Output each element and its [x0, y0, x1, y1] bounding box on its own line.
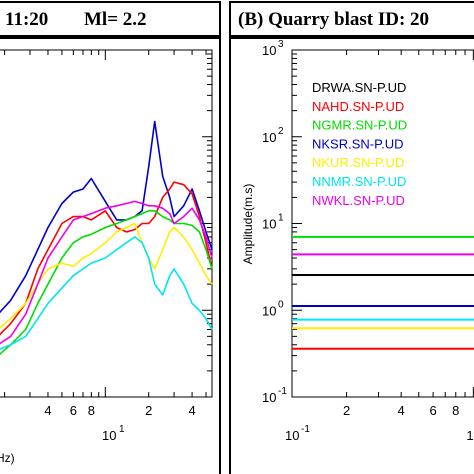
legend: DRWA.SN-P.UD NAHD.SN-P.UD NGMR.SN-P.UD NKSR… — [312, 80, 407, 208]
right-y-major-label-base: 10 — [262, 130, 276, 145]
right-y-major-label-exp: 0 — [278, 299, 284, 310]
right-series-group — [292, 235, 474, 350]
right-y-major-label-base: 10 — [262, 303, 276, 318]
left-x-tick-label: 4 — [44, 403, 51, 418]
legend-entry: NWKL.SN-P.UD — [312, 193, 405, 208]
left-series-line-3 — [0, 222, 213, 329]
left-series-group — [0, 120, 213, 355]
left-x-tick-label: 4 — [188, 403, 195, 418]
left-header-magnitude: Ml= 2.2 — [84, 9, 147, 30]
legend-entry: NKSR.SN-P.UD — [312, 136, 404, 151]
right-x-tick-label: 2 — [343, 403, 350, 418]
right-ticks — [292, 50, 474, 398]
right-y-axis-label: Amplitude(m.s) — [241, 184, 255, 265]
left-panel-frame — [0, 37, 221, 474]
legend-entry: NNMR.SN-P.UD — [312, 174, 406, 189]
right-x-major-label-exp: -1 — [301, 424, 310, 435]
right-x-tick-label: 4 — [398, 403, 405, 418]
left-x-tick-label: 8 — [88, 403, 95, 418]
right-x-major-label-base: 10 — [466, 428, 474, 443]
right-x-major-label-base: 10 — [285, 428, 299, 443]
right-y-major-label-exp: 1 — [278, 213, 284, 224]
left-header: 11:20 Ml= 2.2 — [0, 1, 221, 37]
left-series-line-5 — [0, 200, 213, 345]
left-series-line-4 — [0, 236, 213, 350]
left-x-major-label-exp: 1 — [119, 424, 125, 435]
right-y-major-label-exp: 2 — [278, 126, 284, 137]
right-y-major-label-base: 10 — [262, 43, 276, 58]
right-x-tick-label: 8 — [452, 403, 459, 418]
right-header-title: (B) Quarry blast ID: 20 — [238, 9, 429, 30]
left-x-tick-label: 6 — [70, 403, 77, 418]
right-y-major-label-exp: 3 — [278, 39, 284, 50]
left-x-major-label-base: 10 — [102, 428, 116, 443]
right-x-tick-label: 6 — [429, 403, 436, 418]
left-series-line-1 — [0, 181, 213, 336]
left-header-time: 11:20 — [5, 9, 48, 30]
right-header: (B) Quarry blast ID: 20 — [229, 1, 474, 37]
legend-entry: DRWA.SN-P.UD — [312, 80, 406, 95]
legend-entry: NAHD.SN-P.UD — [312, 99, 404, 114]
right-y-major-label-exp: -1 — [278, 386, 287, 397]
legend-entry: NGMR.SN-P.UD — [312, 118, 407, 133]
right-panel-frame — [229, 37, 474, 474]
right-y-major-label-base: 10 — [262, 217, 276, 232]
left-x-axis-label: Hz) — [0, 451, 15, 465]
right-y-major-label-base: 10 — [262, 390, 276, 405]
legend-entry: NKUR.SN-P.UD — [312, 155, 404, 170]
left-x-tick-label: 2 — [145, 403, 152, 418]
left-series-line-2 — [0, 210, 213, 355]
